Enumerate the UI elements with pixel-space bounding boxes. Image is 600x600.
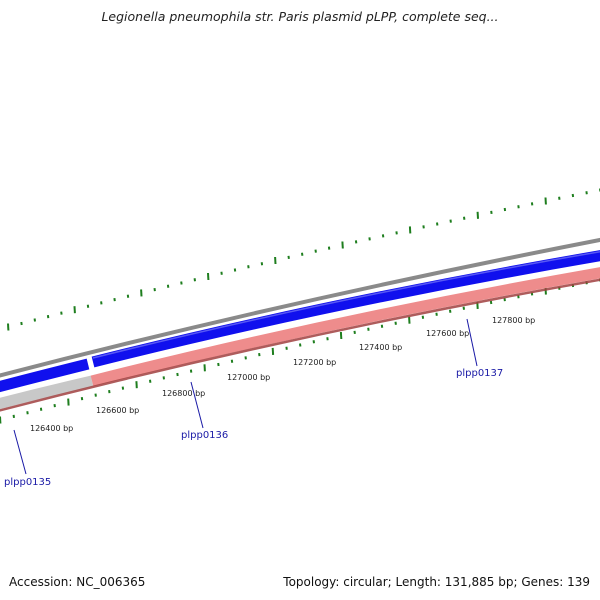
scale-label: 126800 bp: [162, 389, 205, 398]
forward-gene-highlight: [92, 250, 600, 359]
scale-label: 127000 bp: [227, 373, 270, 382]
scale-label: 126400 bp: [30, 424, 73, 433]
inner-tick-ring: [0, 278, 600, 424]
map-summary-text: Topology: circular; Length: 131,885 bp; …: [283, 575, 590, 589]
gene-leader-line: [190, 381, 204, 429]
gene-leader-line: [13, 429, 27, 475]
forward-gene-arrow-left[interactable]: [0, 358, 90, 393]
backbone-line: [0, 237, 600, 378]
gene-label-plpp0136[interactable]: plpp0136: [181, 430, 228, 441]
reverse-gene-pink[interactable]: [90, 267, 600, 387]
scale-labels: 126400 bp 126600 bp 126800 bp 127000 bp …: [30, 316, 535, 433]
scale-label: 126600 bp: [96, 406, 139, 415]
accession-text: Accession: NC_006365: [9, 575, 146, 589]
reverse-gene-grey[interactable]: [0, 375, 94, 410]
outer-tick-ring: [7, 188, 600, 331]
forward-gene-arrow-main[interactable]: [91, 250, 600, 368]
scale-label: 127800 bp: [492, 316, 535, 325]
scale-label: 127200 bp: [293, 358, 336, 367]
gene-labels: plpp0135 plpp0136 plpp0137: [4, 318, 503, 488]
gene-label-plpp0137[interactable]: plpp0137: [456, 368, 503, 379]
reverse-gene-edge: [0, 278, 600, 412]
scale-label: 127400 bp: [359, 343, 402, 352]
map-title: Legionella pneumophila str. Paris plasmi…: [101, 9, 499, 24]
gene-leader-line: [466, 318, 478, 367]
scale-label: 127600 bp: [426, 329, 469, 338]
gene-label-plpp0135[interactable]: plpp0135: [4, 477, 51, 488]
